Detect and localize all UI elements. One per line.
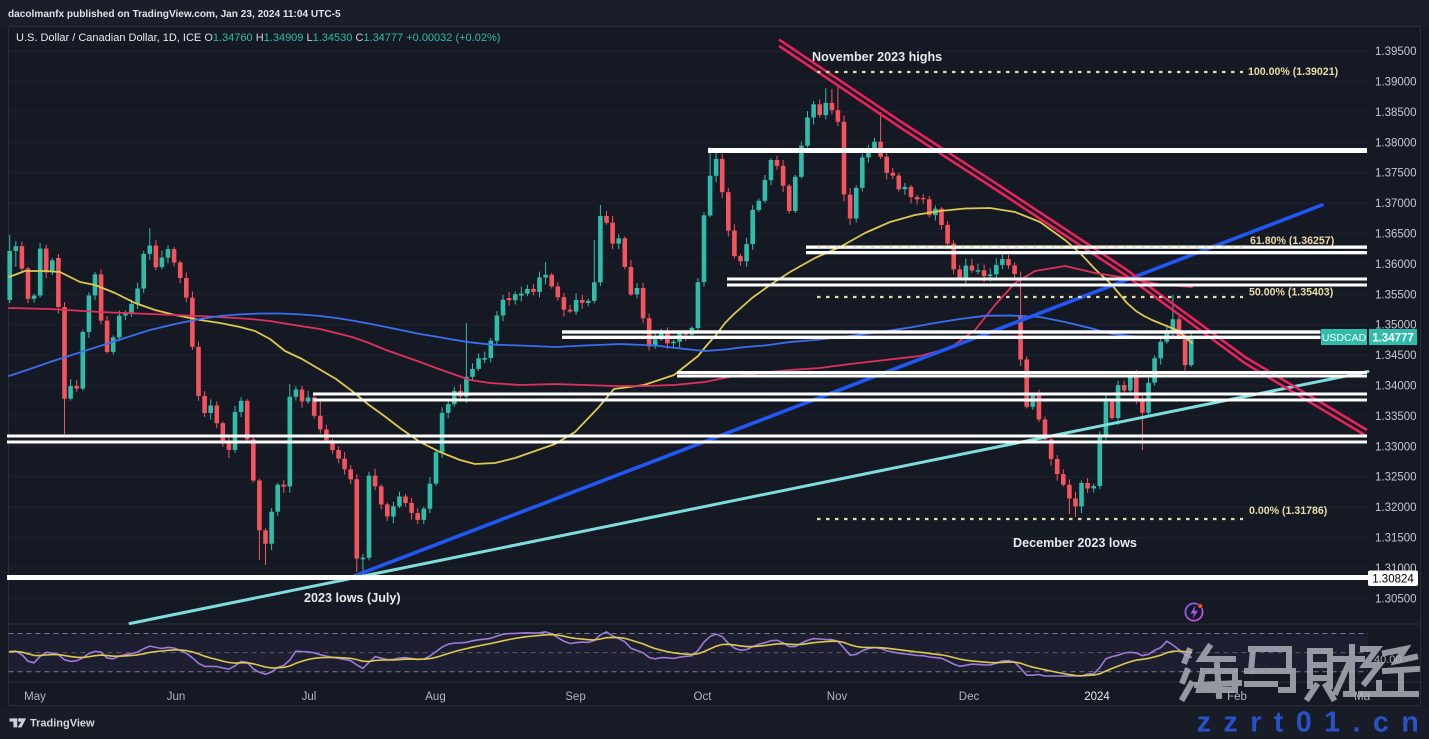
svg-text:1.36000: 1.36000 bbox=[1375, 259, 1417, 271]
svg-text:1.38500: 1.38500 bbox=[1375, 107, 1417, 119]
svg-text:1.35000: 1.35000 bbox=[1375, 320, 1417, 332]
svg-text:50.00% (1.35403): 50.00% (1.35403) bbox=[1249, 287, 1333, 299]
svg-text:1.37000: 1.37000 bbox=[1375, 198, 1417, 210]
svg-text:1.35500: 1.35500 bbox=[1375, 289, 1417, 301]
svg-text:Dec: Dec bbox=[959, 691, 980, 703]
svg-text:dacolmanfx published on Tradin: dacolmanfx published on TradingView.com,… bbox=[8, 9, 341, 20]
svg-text:1.38000: 1.38000 bbox=[1375, 137, 1417, 149]
svg-text:1.31500: 1.31500 bbox=[1375, 533, 1417, 545]
svg-text:Aug: Aug bbox=[425, 691, 445, 703]
svg-text:Feb: Feb bbox=[1227, 691, 1247, 703]
svg-text:1.36500: 1.36500 bbox=[1375, 229, 1417, 241]
svg-text:0.00% (1.31786): 0.00% (1.31786) bbox=[1249, 505, 1327, 517]
svg-text:Oct: Oct bbox=[694, 691, 713, 703]
svg-text:1.30824: 1.30824 bbox=[1372, 574, 1414, 586]
svg-text:Jun: Jun bbox=[167, 691, 186, 703]
svg-text:Sep: Sep bbox=[565, 691, 585, 703]
svg-text:1.30500: 1.30500 bbox=[1375, 593, 1417, 605]
svg-text:1.37500: 1.37500 bbox=[1375, 168, 1417, 180]
svg-text:December 2023 lows: December 2023 lows bbox=[1013, 536, 1137, 550]
svg-text:Nov: Nov bbox=[827, 691, 848, 703]
svg-text:TradingView: TradingView bbox=[30, 718, 95, 730]
svg-text:U.S. Dollar / Canadian Dollar,: U.S. Dollar / Canadian Dollar, 1D, ICE O… bbox=[16, 32, 500, 44]
svg-text:2023 lows (July): 2023 lows (July) bbox=[304, 591, 401, 605]
svg-text:zzrt01.cn: zzrt01.cn bbox=[1197, 707, 1429, 739]
svg-text:May: May bbox=[24, 691, 46, 703]
svg-text:USDCAD: USDCAD bbox=[1322, 332, 1367, 344]
svg-text:1.34000: 1.34000 bbox=[1375, 381, 1417, 393]
svg-text:2024: 2024 bbox=[1084, 691, 1110, 703]
svg-text:1.34777: 1.34777 bbox=[1372, 333, 1414, 345]
svg-text:1.33000: 1.33000 bbox=[1375, 441, 1417, 453]
svg-text:November 2023 highs: November 2023 highs bbox=[812, 50, 942, 64]
svg-text:1.32500: 1.32500 bbox=[1375, 472, 1417, 484]
svg-text:100.00% (1.39021): 100.00% (1.39021) bbox=[1248, 66, 1338, 78]
svg-text:1.39000: 1.39000 bbox=[1375, 77, 1417, 89]
svg-text:Jul: Jul bbox=[302, 691, 317, 703]
svg-text:61.80% (1.36257): 61.80% (1.36257) bbox=[1250, 235, 1334, 247]
svg-text:1.32000: 1.32000 bbox=[1375, 502, 1417, 514]
svg-text:1.33500: 1.33500 bbox=[1375, 411, 1417, 423]
svg-text:1.34500: 1.34500 bbox=[1375, 350, 1417, 362]
svg-text:1.39500: 1.39500 bbox=[1375, 46, 1417, 58]
